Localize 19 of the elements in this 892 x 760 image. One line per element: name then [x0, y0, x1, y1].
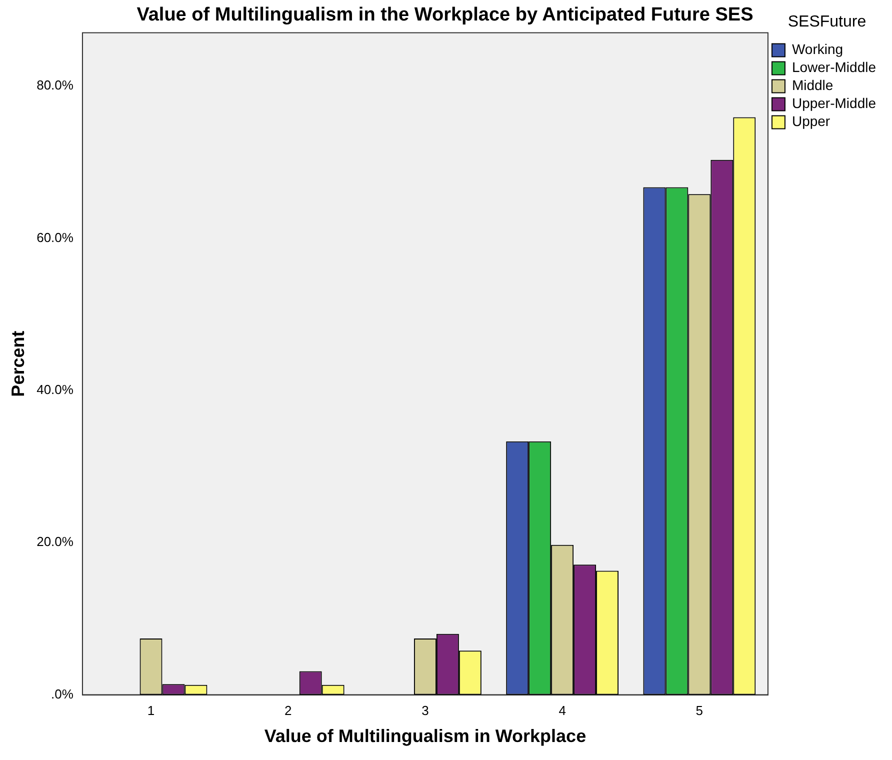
y-tick-label: 20.0%: [36, 534, 74, 550]
x-tick-label: 4: [558, 703, 566, 718]
y-tick-label: 60.0%: [36, 230, 74, 245]
legend-label: Middle: [792, 77, 834, 94]
x-tick-label: 3: [422, 703, 429, 718]
x-tick-label: 1: [147, 703, 155, 718]
y-axis-title: Percent: [8, 330, 28, 397]
legend-label: Upper: [792, 113, 830, 130]
legend-label: Working: [792, 41, 844, 58]
legend-title: SESFuture: [788, 13, 866, 30]
x-axis-title: Value of Multilingualism in Workplace: [264, 726, 586, 746]
legend-label: Upper-Middle: [792, 95, 876, 112]
legend-label: Lower-Middle: [792, 59, 876, 76]
y-tick-label: .0%: [51, 686, 74, 702]
x-tick-label: 5: [696, 703, 704, 718]
y-tick-label: 40.0%: [36, 382, 74, 398]
x-tick-label: 2: [284, 703, 292, 718]
y-tick-label: 80.0%: [36, 78, 74, 93]
chart-title: Value of Multilingualism in the Workplace by Anticipated Future SES: [136, 4, 754, 26]
